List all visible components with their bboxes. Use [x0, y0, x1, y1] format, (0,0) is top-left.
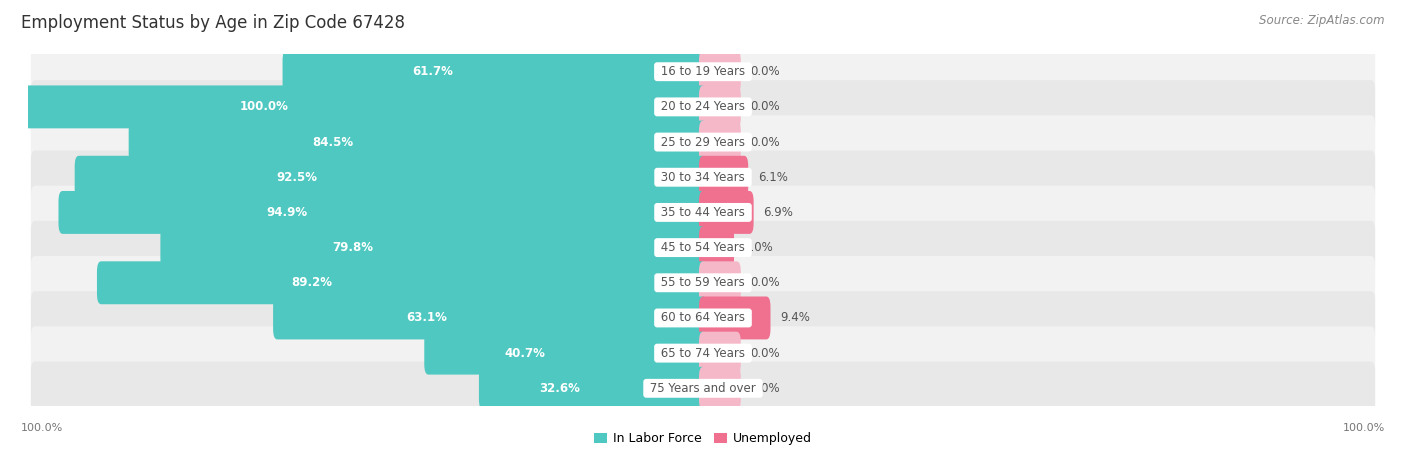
FancyBboxPatch shape	[699, 261, 741, 304]
Text: 100.0%: 100.0%	[1343, 423, 1385, 433]
Text: 60 to 64 Years: 60 to 64 Years	[657, 312, 749, 324]
Text: 25 to 29 Years: 25 to 29 Years	[657, 136, 749, 148]
FancyBboxPatch shape	[699, 331, 741, 375]
Text: 92.5%: 92.5%	[277, 171, 318, 184]
FancyBboxPatch shape	[699, 85, 741, 129]
Text: 6.9%: 6.9%	[763, 206, 793, 219]
Text: 30 to 34 Years: 30 to 34 Years	[657, 171, 749, 184]
FancyBboxPatch shape	[97, 261, 707, 304]
Text: 9.4%: 9.4%	[780, 312, 810, 324]
Legend: In Labor Force, Unemployed: In Labor Force, Unemployed	[595, 433, 811, 446]
FancyBboxPatch shape	[699, 296, 770, 340]
FancyBboxPatch shape	[31, 362, 1375, 415]
Text: 55 to 59 Years: 55 to 59 Years	[657, 276, 749, 289]
Text: 0.0%: 0.0%	[751, 101, 780, 113]
FancyBboxPatch shape	[24, 85, 707, 129]
FancyBboxPatch shape	[283, 50, 707, 93]
FancyBboxPatch shape	[59, 191, 707, 234]
Text: 63.1%: 63.1%	[406, 312, 447, 324]
FancyBboxPatch shape	[273, 296, 707, 340]
FancyBboxPatch shape	[31, 151, 1375, 204]
Text: 61.7%: 61.7%	[412, 65, 453, 78]
Text: 89.2%: 89.2%	[291, 276, 332, 289]
Text: Employment Status by Age in Zip Code 67428: Employment Status by Age in Zip Code 674…	[21, 14, 405, 32]
Text: 79.8%: 79.8%	[332, 241, 374, 254]
FancyBboxPatch shape	[31, 80, 1375, 133]
FancyBboxPatch shape	[31, 291, 1375, 345]
Text: 4.0%: 4.0%	[744, 241, 773, 254]
FancyBboxPatch shape	[699, 226, 734, 269]
FancyBboxPatch shape	[31, 45, 1375, 98]
Text: 0.0%: 0.0%	[751, 276, 780, 289]
Text: 0.0%: 0.0%	[751, 136, 780, 148]
Text: 35 to 44 Years: 35 to 44 Years	[657, 206, 749, 219]
Text: 32.6%: 32.6%	[540, 382, 581, 395]
FancyBboxPatch shape	[31, 256, 1375, 309]
Text: 6.1%: 6.1%	[758, 171, 787, 184]
Text: 94.9%: 94.9%	[266, 206, 308, 219]
FancyBboxPatch shape	[129, 120, 707, 164]
Text: Source: ZipAtlas.com: Source: ZipAtlas.com	[1260, 14, 1385, 27]
Text: 0.0%: 0.0%	[751, 65, 780, 78]
Text: 45 to 54 Years: 45 to 54 Years	[657, 241, 749, 254]
Text: 0.0%: 0.0%	[751, 382, 780, 395]
Text: 100.0%: 100.0%	[21, 423, 63, 433]
FancyBboxPatch shape	[699, 50, 741, 93]
Text: 20 to 24 Years: 20 to 24 Years	[657, 101, 749, 113]
Text: 16 to 19 Years: 16 to 19 Years	[657, 65, 749, 78]
Text: 65 to 74 Years: 65 to 74 Years	[657, 347, 749, 359]
FancyBboxPatch shape	[31, 186, 1375, 239]
FancyBboxPatch shape	[31, 327, 1375, 380]
FancyBboxPatch shape	[699, 191, 754, 234]
FancyBboxPatch shape	[425, 331, 707, 375]
FancyBboxPatch shape	[699, 156, 748, 199]
Text: 84.5%: 84.5%	[312, 136, 353, 148]
FancyBboxPatch shape	[31, 221, 1375, 274]
FancyBboxPatch shape	[699, 120, 741, 164]
FancyBboxPatch shape	[479, 367, 707, 410]
Text: 100.0%: 100.0%	[240, 101, 288, 113]
Text: 0.0%: 0.0%	[751, 347, 780, 359]
FancyBboxPatch shape	[699, 367, 741, 410]
Text: 75 Years and over: 75 Years and over	[647, 382, 759, 395]
Text: 40.7%: 40.7%	[503, 347, 546, 359]
FancyBboxPatch shape	[75, 156, 707, 199]
FancyBboxPatch shape	[160, 226, 707, 269]
FancyBboxPatch shape	[31, 115, 1375, 169]
